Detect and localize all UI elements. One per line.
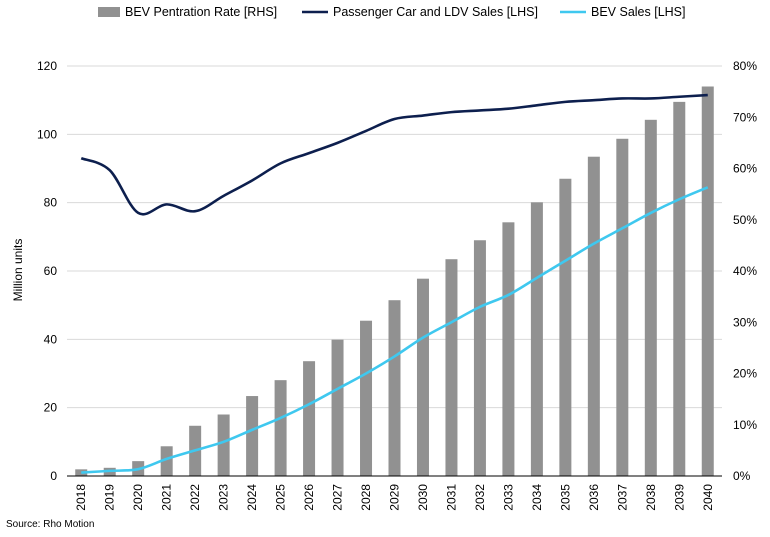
bar	[246, 396, 259, 476]
bar	[530, 202, 543, 476]
legend-label: BEV Sales [LHS]	[591, 5, 686, 19]
bar	[616, 138, 629, 476]
x-tick-label: 2037	[615, 484, 629, 511]
x-tick-label: 2020	[131, 484, 145, 511]
legend-swatch-bar	[98, 7, 120, 17]
y-left-tick-label: 120	[37, 59, 57, 73]
bar	[331, 339, 344, 476]
bev-sales-line	[81, 186, 709, 474]
bar	[701, 86, 714, 476]
bar	[388, 300, 401, 476]
bar	[644, 119, 657, 476]
y-right-tick-label: 30%	[733, 315, 757, 329]
x-tick-label: 2034	[530, 484, 544, 511]
y-right-tick-label: 40%	[733, 264, 757, 278]
x-tick-label: 2032	[473, 484, 487, 511]
x-tick-label: 2030	[416, 484, 430, 511]
y-right-tick-label: 80%	[733, 59, 757, 73]
y-right-tick-label: 0%	[733, 469, 751, 483]
x-tick-label: 2036	[587, 484, 601, 511]
x-tick-label: 2022	[188, 484, 202, 511]
y-left-tick-label: 60	[44, 264, 58, 278]
x-tick-label: 2023	[217, 484, 231, 511]
x-tick-label: 2031	[444, 484, 458, 511]
x-tick-label: 2026	[302, 484, 316, 511]
y-left-tick-label: 100	[37, 127, 57, 141]
bar	[160, 446, 173, 476]
bar	[559, 178, 572, 476]
bar-series	[75, 86, 714, 476]
x-tick-label: 2029	[388, 484, 402, 511]
bar	[473, 240, 486, 476]
y-right-tick-label: 70%	[733, 110, 757, 124]
y-axis-label-left: Million units	[11, 239, 25, 302]
legend: BEV Pentration Rate [RHS] Passenger Car a…	[98, 5, 686, 19]
bar	[673, 101, 686, 476]
bar	[303, 361, 316, 476]
line-series	[80, 93, 709, 474]
legend-label: BEV Pentration Rate [RHS]	[125, 5, 277, 19]
bar	[217, 414, 230, 476]
y-left-tick-label: 20	[44, 401, 58, 415]
bar	[445, 259, 458, 476]
legend-label: Passenger Car and LDV Sales [LHS]	[333, 5, 538, 19]
passenger-ldv-sales-line	[80, 93, 708, 216]
y-right-tick-label: 60%	[733, 162, 757, 176]
y-left-tick-label: 80	[44, 196, 58, 210]
y-right-tick-label: 50%	[733, 213, 757, 227]
x-tick-label: 2028	[359, 484, 373, 511]
axes: 0204060801001200%10%20%30%40%50%60%70%80…	[37, 59, 757, 511]
y-left-tick-label: 40	[44, 332, 58, 346]
bar	[502, 222, 515, 476]
x-tick-label: 2035	[558, 484, 572, 511]
x-tick-label: 2021	[160, 484, 174, 511]
x-tick-label: 2039	[672, 484, 686, 511]
bar	[75, 469, 88, 476]
x-tick-label: 2025	[274, 484, 288, 511]
y-right-tick-label: 20%	[733, 367, 757, 381]
bar	[360, 320, 373, 476]
bar	[587, 156, 600, 476]
x-tick-label: 2019	[103, 484, 117, 511]
x-tick-label: 2027	[331, 484, 345, 511]
x-tick-label: 2033	[501, 484, 515, 511]
x-tick-label: 2018	[74, 484, 88, 511]
y-left-tick-label: 0	[50, 469, 57, 483]
y-right-tick-label: 10%	[733, 418, 757, 432]
x-tick-label: 2024	[245, 484, 259, 511]
bar	[274, 380, 287, 476]
x-tick-label: 2040	[701, 484, 715, 511]
x-tick-label: 2038	[644, 484, 658, 511]
bar	[416, 278, 429, 476]
source-note: Source: Rho Motion	[6, 519, 95, 530]
